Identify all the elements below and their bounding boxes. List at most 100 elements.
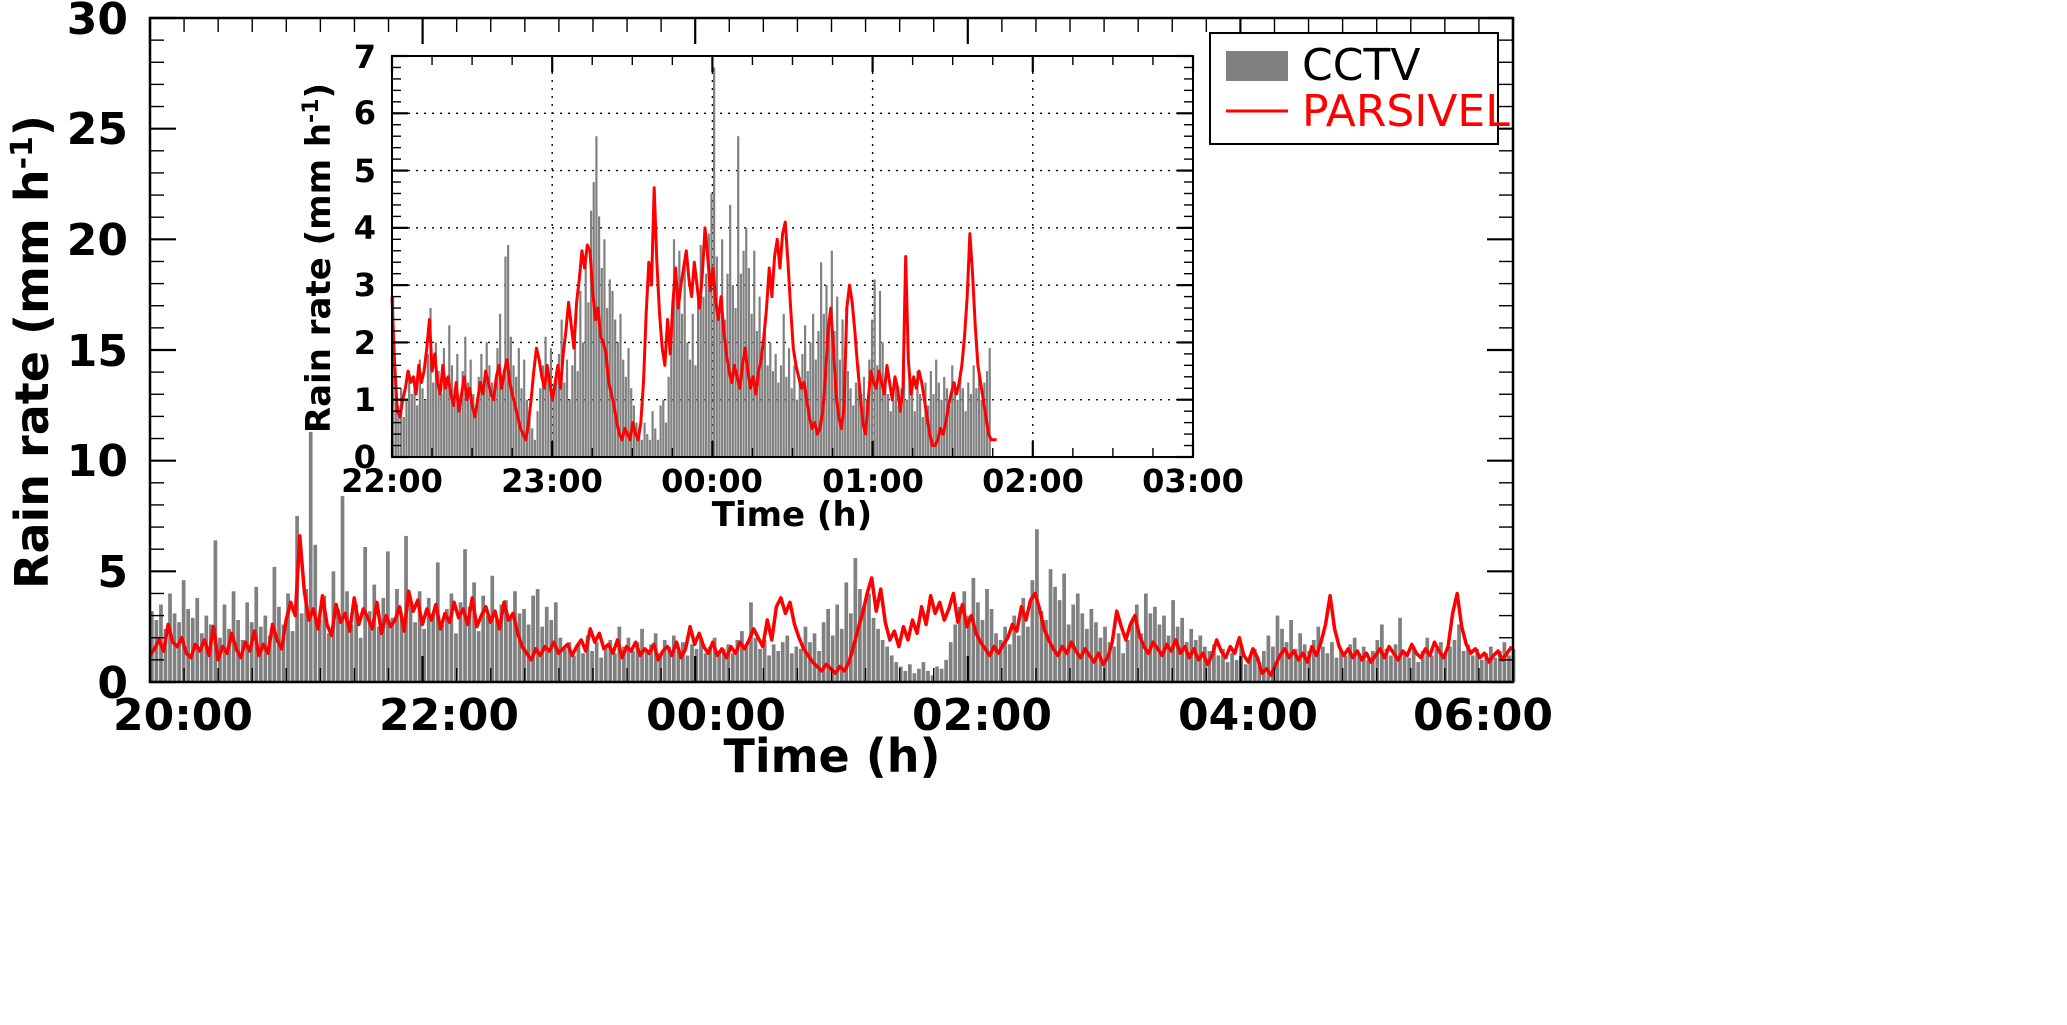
cctv-bar — [544, 606, 549, 682]
main-y-axis-title-sup: -1 — [5, 136, 40, 169]
main-y-tick-label: 10 — [67, 436, 128, 487]
inset-cctv-bar — [688, 359, 692, 457]
inset-y-tick-label: 7 — [354, 38, 376, 76]
inset-cctv-bar — [555, 371, 558, 457]
main-x-tick-labels: 20:00 22:00 00:00 02:00 04:00 06:00 — [113, 690, 1553, 741]
cctv-bar — [762, 639, 767, 682]
cctv-bar — [281, 624, 286, 682]
cctv-bar — [163, 628, 168, 682]
cctv-bar — [572, 655, 576, 682]
cctv-bar — [222, 604, 227, 682]
inset-cctv-bar — [402, 416, 405, 457]
cctv-bar — [880, 639, 885, 682]
inset-cctv-bar — [488, 365, 491, 457]
cctv-bar — [1443, 653, 1448, 682]
cctv-bar — [799, 648, 803, 682]
cctv-bar — [812, 633, 817, 682]
cctv-bar — [917, 668, 921, 682]
cctv-bar — [626, 637, 631, 682]
inset-y-tick-label: 3 — [354, 266, 376, 304]
inset-x-tick-label: 02:00 — [982, 462, 1084, 500]
inset-cctv-bar — [769, 342, 772, 457]
inset-cctv-bar — [935, 359, 938, 457]
inset-cctv-bar — [675, 290, 678, 457]
cctv-bar — [1030, 580, 1035, 682]
inset-cctv-bar — [581, 342, 585, 457]
inset-cctv-bar — [571, 365, 574, 457]
inset-cctv-bar — [678, 250, 681, 457]
main-x-tick-label: 02:00 — [912, 690, 1052, 741]
cctv-bar — [753, 637, 758, 682]
inset-cctv-bar — [921, 416, 924, 457]
inset-cctv-bar — [713, 67, 716, 458]
cctv-bar — [1252, 648, 1257, 682]
cctv-bar — [286, 593, 290, 682]
cctv-bar — [494, 620, 499, 682]
inset-cctv-bar — [413, 376, 416, 457]
inset-cctv-bar — [426, 353, 429, 457]
cctv-bar — [1257, 662, 1262, 682]
cctv-bar — [1175, 626, 1180, 682]
cctv-bar — [395, 589, 399, 682]
cctv-bar — [735, 639, 740, 682]
cctv-bar — [1012, 615, 1017, 682]
cctv-bar — [1420, 651, 1425, 682]
cctv-bar — [1275, 615, 1280, 682]
inset-cctv-bar — [969, 393, 973, 457]
cctv-bar — [504, 600, 508, 682]
cctv-bar — [789, 653, 794, 682]
inset-cctv-bar — [410, 393, 413, 457]
cctv-bar — [1393, 644, 1398, 682]
cctv-bar — [976, 602, 980, 682]
inset-cctv-bar — [418, 359, 421, 457]
cctv-bar — [426, 597, 431, 682]
inset-cctv-bar — [747, 267, 751, 457]
cctv-bar — [150, 611, 154, 682]
inset-cctv-bar — [496, 348, 499, 457]
cctv-bar — [1293, 648, 1298, 682]
cctv-bar — [1225, 662, 1230, 682]
cctv-bar — [1334, 657, 1339, 682]
inset-x-tick-label: 01:00 — [822, 462, 924, 500]
main-y-tick-label: 0 — [97, 658, 128, 709]
inset-cctv-bar — [774, 353, 777, 457]
cctv-bar — [508, 617, 513, 682]
inset-x-tick-label: 00:00 — [661, 462, 763, 500]
inset-cctv-bar — [753, 250, 756, 457]
inset-cctv-bar — [862, 376, 866, 457]
cctv-bar — [1216, 655, 1221, 682]
inset-cctv-bar — [790, 388, 793, 457]
cctv-bar — [272, 566, 277, 682]
inset-cctv-bar — [951, 365, 954, 457]
cctv-bar — [381, 597, 386, 682]
inset-cctv-bar — [705, 273, 708, 457]
cctv-bar — [835, 604, 840, 682]
inset-cctv-bar — [766, 365, 769, 457]
inset-cctv-bar — [964, 411, 967, 457]
cctv-bar — [767, 655, 771, 682]
inset-cctv-bar — [694, 365, 697, 457]
cctv-bar — [622, 646, 626, 682]
cctv-bar — [1475, 648, 1480, 682]
cctv-bar — [1352, 637, 1357, 682]
cctv-bar — [413, 622, 417, 682]
cctv-bar — [608, 639, 613, 682]
inset-cctv-bar — [683, 262, 686, 457]
inset-cctv-bar — [798, 376, 801, 457]
cctv-bar — [440, 624, 445, 682]
inset-cctv-bar — [793, 365, 796, 457]
inset-cctv-bar — [528, 416, 531, 457]
inset-cctv-bar — [820, 262, 823, 457]
cctv-bar — [935, 666, 939, 682]
main-x-tick-label: 22:00 — [379, 690, 519, 741]
inset-cctv-bar — [474, 405, 478, 457]
main-x-tick-label: 04:00 — [1178, 690, 1318, 741]
cctv-bar — [758, 648, 762, 682]
cctv-bar — [971, 577, 976, 682]
inset-y-tick-label: 0 — [354, 438, 376, 476]
inset-cctv-bar — [416, 405, 419, 457]
inset-cctv-bar — [932, 393, 935, 457]
inset-cctv-bar — [608, 279, 611, 457]
cctv-bar — [186, 608, 191, 682]
inset-cctv-bar — [614, 319, 617, 457]
